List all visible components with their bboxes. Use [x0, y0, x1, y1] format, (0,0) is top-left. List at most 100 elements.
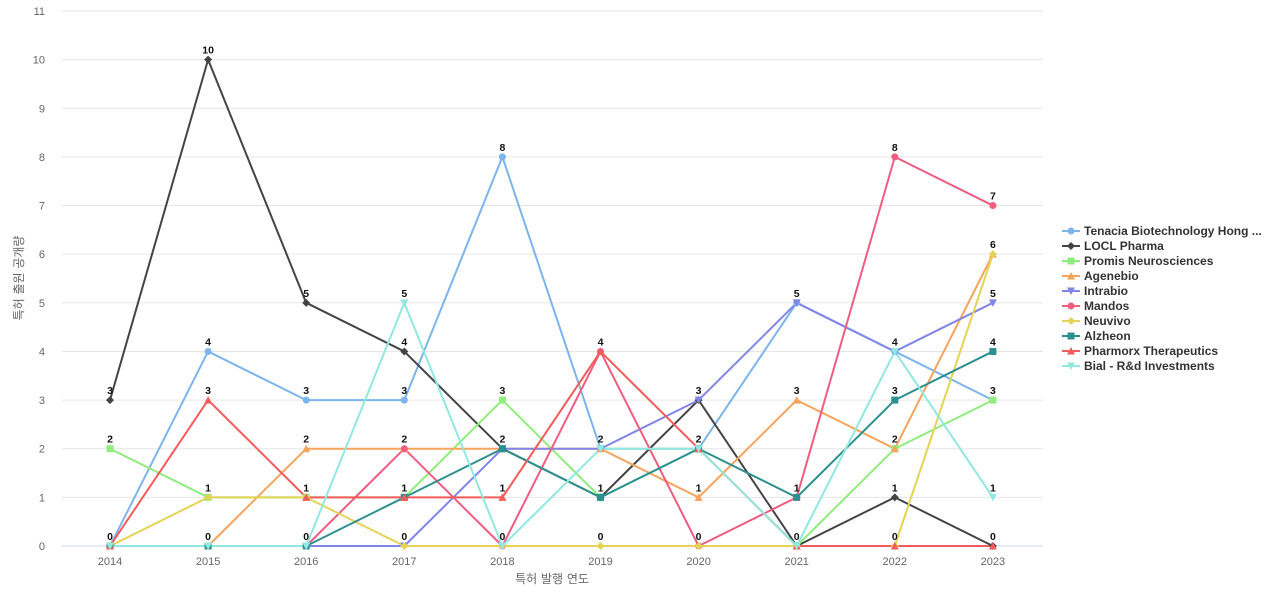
data-label: 6 [990, 239, 996, 251]
data-label: 7 [990, 191, 996, 203]
data-point-3 [498, 396, 506, 404]
data-point-7 [988, 250, 997, 259]
data-point-8 [891, 396, 899, 404]
legend-marker [1067, 241, 1075, 250]
data-point-8 [498, 445, 506, 453]
data-point-1 [498, 153, 506, 161]
data-point-4 [302, 444, 311, 453]
data-label: 0 [107, 531, 113, 543]
data-point-10 [988, 493, 997, 502]
legend-marker [1067, 257, 1075, 264]
data-point-10 [498, 542, 507, 550]
data-point-6 [891, 153, 899, 161]
y-axis-title: 특허 출원 공개량 [12, 236, 26, 321]
data-point-9 [596, 347, 605, 355]
data-label: 0 [794, 531, 800, 543]
data-label: 0 [696, 531, 702, 543]
legend-marker [1067, 362, 1075, 370]
x-axis-title: 특허 발행 연도 [515, 571, 589, 586]
data-point-2 [106, 396, 114, 405]
data-point-8 [989, 347, 997, 355]
data-label: 4 [990, 336, 996, 348]
legend-label: Pharmorx Therapeutics [1084, 343, 1219, 358]
x-tick-label: 2020 [686, 556, 710, 568]
data-label: 5 [794, 288, 800, 300]
x-tick-label: 2014 [98, 556, 122, 568]
data-point-4 [890, 444, 899, 453]
legend-label: Promis Neurosciences [1084, 253, 1214, 268]
legend-label: Mandos [1084, 298, 1130, 313]
legend-label: Bial - R&d Investments [1084, 358, 1215, 373]
data-point-6 [989, 202, 997, 210]
data-point-8 [793, 493, 801, 501]
legend-item[interactable]: Neuvivo [1062, 313, 1278, 328]
legend-item[interactable]: Alzheon [1062, 328, 1278, 343]
data-labels: 0230134100123501234501238012401230135012… [107, 45, 996, 543]
data-point-10 [400, 299, 409, 307]
legend-item[interactable]: LOCL Pharma [1062, 238, 1278, 253]
data-label: 4 [892, 336, 898, 348]
legend-item[interactable]: Mandos [1062, 298, 1278, 313]
legend-item[interactable]: Agenebio [1062, 268, 1278, 283]
data-point-10 [204, 542, 213, 550]
data-point-5 [694, 396, 703, 405]
data-point-2 [204, 55, 213, 64]
data-label: 1 [696, 482, 702, 494]
x-axis-ticks: 2014 2015 2016 2017 2018 2019 2020 2021 2022 2023 [98, 556, 1005, 568]
legend-item[interactable]: Intrabio [1062, 283, 1278, 298]
data-point-5 [792, 299, 801, 307]
x-tick-label: 2019 [588, 556, 612, 568]
y-tick-label: 6 [39, 249, 45, 261]
data-label: 1 [303, 482, 309, 494]
data-point-7 [694, 542, 703, 550]
data-label: 8 [499, 142, 505, 154]
data-point-10 [106, 542, 114, 550]
data-point-6 [400, 445, 408, 453]
data-label: 0 [892, 531, 898, 543]
legend-swatch [1062, 362, 1080, 370]
x-tick-label: 2022 [883, 556, 907, 568]
legend: Tenacia Biotechnology Hong ... LOCL Pharm… [1062, 223, 1278, 373]
legend-label: Alzheon [1084, 328, 1131, 343]
data-label: 3 [892, 385, 898, 397]
data-point-9 [890, 542, 899, 550]
y-tick-label: 4 [39, 346, 45, 358]
data-label: 5 [401, 288, 407, 300]
legend-label: Intrabio [1084, 283, 1128, 298]
y-axis-ticks: 0 1 2 3 4 5 6 7 8 9 10 11 [33, 6, 45, 553]
data-label: 1 [401, 482, 407, 494]
x-tick-label: 2017 [392, 556, 416, 568]
series-lines [109, 58, 994, 547]
y-tick-label: 0 [39, 541, 45, 553]
data-point-9 [400, 493, 409, 501]
data-point-1 [400, 396, 408, 404]
data-point-4 [694, 493, 703, 501]
x-tick-label: 2023 [981, 556, 1005, 568]
legend-marker [1067, 227, 1075, 234]
data-label: 3 [990, 385, 996, 397]
data-label: 1 [598, 482, 604, 494]
legend-item[interactable]: Bial - R&d Investments [1062, 358, 1278, 373]
y-tick-label: 1 [39, 492, 45, 504]
data-point-9 [988, 542, 997, 550]
legend-marker [1067, 332, 1075, 339]
data-label: 3 [696, 385, 702, 397]
data-point-1 [204, 347, 212, 355]
data-label: 1 [205, 482, 211, 494]
legend-item[interactable]: Pharmorx Therapeutics [1062, 343, 1278, 358]
legend-swatch [1062, 316, 1080, 325]
x-tick-label: 2018 [490, 556, 514, 568]
data-label: 10 [202, 45, 214, 57]
legend-swatch [1062, 227, 1080, 234]
series-line-9 [109, 350, 993, 547]
legend-item[interactable]: Tenacia Biotechnology Hong ... [1062, 223, 1278, 238]
series-line-10 [110, 301, 994, 547]
data-label: 1 [990, 482, 996, 494]
legend-item[interactable]: Promis Neurosciences [1062, 253, 1278, 268]
data-label: 0 [303, 531, 309, 543]
data-label: 2 [303, 434, 309, 446]
legend-swatch [1062, 346, 1080, 354]
legend-label: Tenacia Biotechnology Hong ... [1084, 223, 1262, 238]
data-point-2 [302, 298, 311, 307]
